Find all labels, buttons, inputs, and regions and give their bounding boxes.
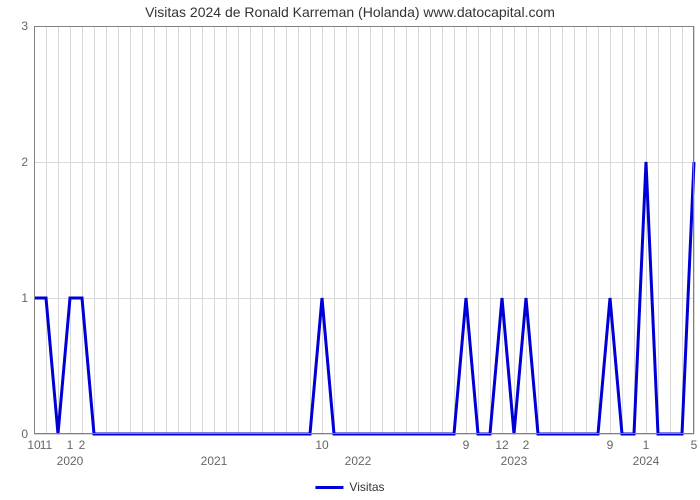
x-tick-month: 9 bbox=[607, 434, 614, 452]
visits-chart: Visitas 2024 de Ronald Karreman (Holanda… bbox=[0, 0, 700, 500]
x-tick-year: 2023 bbox=[501, 434, 528, 468]
x-tick-month: 5 bbox=[691, 434, 698, 452]
chart-title: Visitas 2024 de Ronald Karreman (Holanda… bbox=[0, 4, 700, 20]
x-tick-year: 2021 bbox=[201, 434, 228, 468]
y-tick: 1 bbox=[4, 291, 34, 305]
x-tick-year: 2020 bbox=[57, 434, 84, 468]
x-tick-year: 2022 bbox=[345, 434, 372, 468]
legend-label: Visitas bbox=[349, 480, 384, 494]
plot-area: 0123 10111210912291520202021202220232024 bbox=[34, 26, 694, 434]
legend: Visitas bbox=[315, 480, 384, 494]
series-line bbox=[34, 26, 694, 434]
legend-swatch bbox=[315, 486, 343, 489]
x-tick-month: 10 bbox=[315, 434, 328, 452]
x-tick-month: 9 bbox=[463, 434, 470, 452]
y-tick: 2 bbox=[4, 155, 34, 169]
y-tick: 3 bbox=[4, 19, 34, 33]
x-tick-year: 2024 bbox=[633, 434, 660, 468]
x-tick-month: 10 bbox=[27, 434, 40, 452]
x-tick-month: 11 bbox=[40, 434, 52, 452]
